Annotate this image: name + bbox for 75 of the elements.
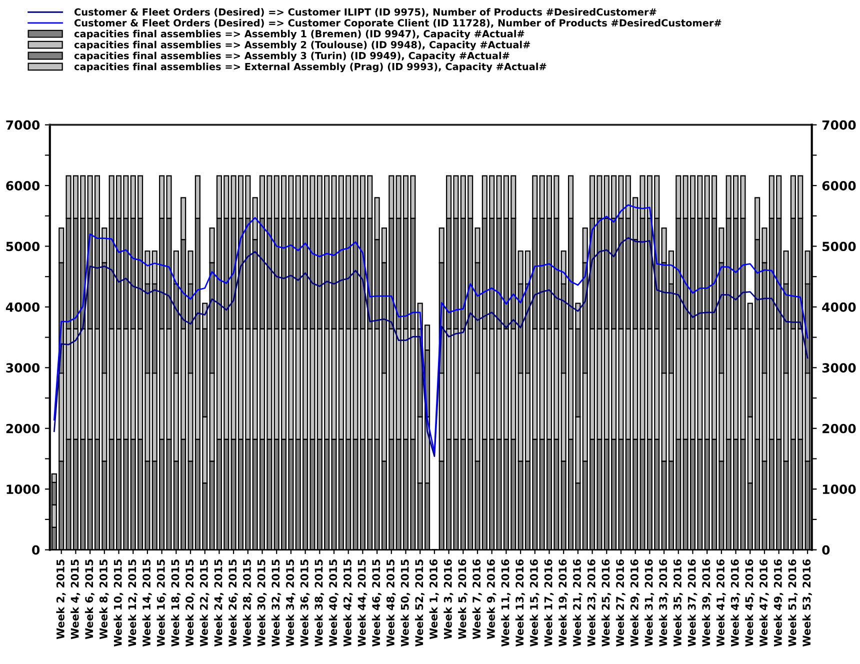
x-tick-label: Week 22, 2015 xyxy=(200,560,210,647)
x-tick-label: Week 4, 2015 xyxy=(70,560,80,640)
x-tick-label: Week 39, 2016 xyxy=(702,559,712,647)
x-tick-label: Week 13, 2016 xyxy=(515,559,525,647)
x-tick-label: Week 1, 2016 xyxy=(429,559,439,640)
x-tick-label: Week 53, 2016 xyxy=(802,559,812,647)
x-tick-label: Week 25, 2016 xyxy=(602,559,612,647)
x-tick-label: Week 49, 2016 xyxy=(774,559,784,647)
x-tick-label: Week 28, 2015 xyxy=(242,560,252,647)
x-tick-label: Week 31, 2016 xyxy=(644,559,654,647)
x-tick-label: Week 19, 2016 xyxy=(558,559,568,647)
x-tick-label: Week 8, 2015 xyxy=(99,560,109,640)
x-tick-label: Week 38, 2015 xyxy=(314,560,324,647)
x-tick-label: Week 41, 2016 xyxy=(716,559,726,647)
legend-label: capacities final assemblies => Assembly 3 (Turin) (ID 9949), Capacity #Actual# xyxy=(74,52,510,62)
x-tick-label: Week 48, 2015 xyxy=(386,560,396,647)
y2-tick-label: 7000 xyxy=(822,120,856,130)
x-tick-label: Week 33, 2016 xyxy=(658,559,668,647)
x-tick-label: Week 44, 2015 xyxy=(358,560,368,647)
x-tick-label: Week 36, 2015 xyxy=(300,560,310,647)
y2-tick-label: 3000 xyxy=(822,363,856,373)
legend-label: capacities final assemblies => Assembly 1 (Bremen) (ID 9947), Capacity #Actual# xyxy=(74,30,524,40)
x-tick-label: Week 21, 2016 xyxy=(572,559,582,647)
x-tick-label: Week 14, 2015 xyxy=(142,560,152,647)
x-tick-label: Week 52, 2015 xyxy=(414,560,425,647)
x-tick-label: Week 30, 2015 xyxy=(257,560,267,647)
x-tick-label: Week 43, 2016 xyxy=(730,559,740,647)
x-tick-label: Week 2, 2015 xyxy=(56,560,66,640)
y2-tick-label: 0 xyxy=(822,545,830,555)
x-tick-label: Week 29, 2016 xyxy=(630,559,640,647)
x-tick-label: Week 6, 2015 xyxy=(84,560,94,640)
x-tick-label: Week 47, 2016 xyxy=(759,559,769,647)
y2-tick-label: 6000 xyxy=(822,181,856,190)
y-tick-label: 4000 xyxy=(6,302,40,312)
x-tick-label: Week 15, 2016 xyxy=(530,559,540,647)
legend-label: Customer & Fleet Orders (Desired) => Customer ILIPT (ID 9975), Number of Products #DesiredCustomer# xyxy=(74,8,656,17)
x-tick-label: Week 24, 2015 xyxy=(214,560,224,647)
x-tick-label: Week 9, 2016 xyxy=(486,559,496,640)
x-tick-label: Week 32, 2015 xyxy=(271,560,282,647)
x-tick-label: Week 3, 2016 xyxy=(444,559,454,640)
y2-tick-label: 2000 xyxy=(822,424,856,434)
y-tick-label: 5000 xyxy=(6,242,40,252)
y-tick-label: 6000 xyxy=(6,181,40,190)
x-tick-label: Week 12, 2015 xyxy=(128,560,138,647)
legend-label: capacities final assemblies => Assembly 2 (Toulouse) (ID 9948), Capacity #Actual# xyxy=(74,40,530,50)
x-tick-label: Week 40, 2015 xyxy=(328,560,338,647)
y2-tick-label: 5000 xyxy=(822,242,856,252)
x-tick-label: Week 16, 2015 xyxy=(156,560,166,647)
y-tick-label: 7000 xyxy=(6,120,40,130)
x-tick-label: Week 27, 2016 xyxy=(616,559,626,647)
x-tick-label: Week 37, 2016 xyxy=(688,559,698,647)
x-tick-label: Week 11, 2016 xyxy=(501,559,511,647)
x-tick-label: Week 10, 2015 xyxy=(114,560,124,647)
y-tick-label: 3000 xyxy=(6,363,40,373)
y-tick-label: 1000 xyxy=(6,484,40,494)
y2-tick-label: 4000 xyxy=(822,302,856,312)
x-tick-label: Week 5, 2016 xyxy=(458,559,468,640)
x-tick-label: Week 20, 2015 xyxy=(185,560,195,647)
y-tick-label: 0 xyxy=(32,545,40,555)
x-tick-label: Week 50, 2015 xyxy=(400,560,410,647)
y2-tick-label: 1000 xyxy=(822,484,856,494)
x-tick-label: Week 18, 2015 xyxy=(171,560,181,647)
x-tick-label: Week 35, 2016 xyxy=(673,559,683,647)
x-tick-label: Week 46, 2015 xyxy=(372,560,382,647)
x-tick-label: Week 17, 2016 xyxy=(544,559,554,647)
x-tick-label: Week 23, 2016 xyxy=(587,559,597,647)
y-tick-label: 2000 xyxy=(6,424,40,434)
x-tick-label: Week 51, 2016 xyxy=(788,559,798,647)
x-tick-label: Week 45, 2016 xyxy=(745,559,755,647)
legend-label: Customer & Fleet Orders (Desired) => Customer Coporate Client (ID 11728), Number of Products #DesiredCustomer# xyxy=(74,19,722,28)
x-tick-label: Week 42, 2015 xyxy=(343,560,353,647)
x-tick-label: Week 7, 2016 xyxy=(472,559,482,640)
x-tick-label: Week 34, 2015 xyxy=(286,560,296,647)
legend-label: capacities final assemblies => External Assembly (Prag) (ID 9993), Capacity #Actual# xyxy=(74,62,546,72)
x-tick-label: Week 26, 2015 xyxy=(228,560,238,647)
